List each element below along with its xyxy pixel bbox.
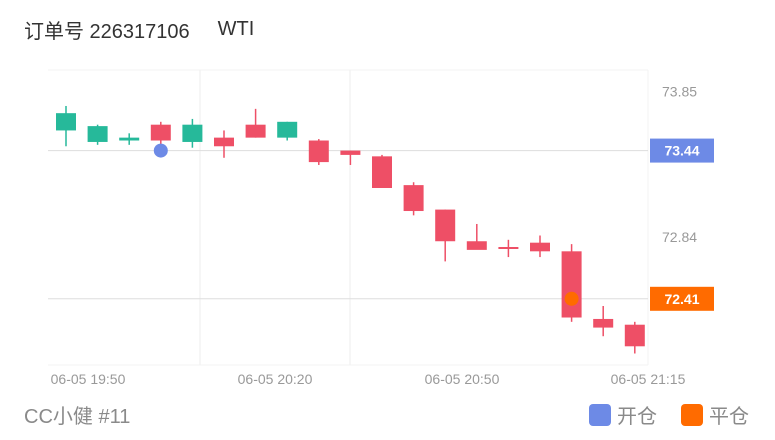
x-tick-label: 06-05 19:50 [51,371,126,387]
candle-body [403,185,424,212]
candle-body [530,242,550,252]
x-tick-label: 06-05 20:20 [238,371,313,387]
legend-item-open: 开仓 [589,400,657,429]
open-price-tag-box [650,138,714,163]
legend-item-close: 平仓 [681,400,749,429]
candle-body [308,140,329,163]
y-tick-label: 72.84 [662,229,697,245]
account-label: CC小健 #11 [24,406,131,428]
close-marker [564,291,579,306]
close-price-tag-text: 72.41 [664,291,699,307]
symbol-label: WTI [217,17,255,40]
candle-body [87,126,108,142]
legend-label-close: 平仓 [709,406,749,428]
x-tick-label: 06-05 21:15 [611,371,686,387]
candle-body [435,209,456,242]
candle-body [277,121,298,138]
candle-body [214,137,234,147]
y-tick-label: 73.85 [662,84,697,100]
legend-swatch-open [589,403,611,426]
order-number-label: 订单号 226317106 [24,20,190,43]
x-tick-label: 06-05 20:50 [425,371,500,387]
candle-body [593,318,614,328]
close-price-tag-box [650,286,714,311]
open-marker [153,143,168,158]
candle-body [245,124,266,138]
candle-body [150,124,171,141]
candle-body [182,124,203,142]
candle-body [498,247,519,249]
candle-body [119,137,140,141]
candle-body [561,251,582,318]
legend-label-open: 开仓 [617,406,657,428]
chart-header: 订单号 226317106 WTI [24,14,254,44]
candle-body [372,156,392,188]
open-price-tag-text: 73.44 [664,143,699,159]
candle-body [624,324,645,347]
legend-swatch-close [681,403,703,426]
candle-body [340,150,361,155]
chart-legend: 开仓 平仓 [565,400,749,429]
candle-body [56,113,76,131]
candle-body [466,241,487,250]
